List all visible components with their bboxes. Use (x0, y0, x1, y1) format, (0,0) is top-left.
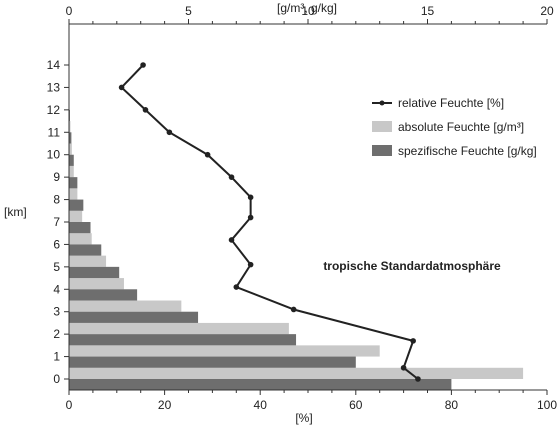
chart-annotation: tropische Standardatmosphäre (323, 259, 501, 273)
y-tick-label: 2 (53, 327, 60, 341)
legend: relative Feuchte [%] absolute Feuchte [g… (372, 96, 537, 158)
bar-absolute-humidity (69, 367, 524, 379)
y-tick-label: 0 (53, 372, 60, 386)
legend-label-relative: relative Feuchte [%] (398, 96, 504, 110)
y-tick-label: 10 (47, 148, 61, 162)
relative-humidity-point (400, 364, 407, 371)
relative-humidity-point (247, 214, 254, 221)
y-tick-label: 12 (47, 103, 61, 117)
bar-absolute-humidity (69, 188, 78, 200)
top-tick-label: 15 (421, 4, 435, 18)
top-tick-label: 10 (301, 4, 315, 18)
relative-humidity-point (247, 194, 254, 201)
y-tick-label: 8 (53, 193, 60, 207)
relative-humidity-point (410, 338, 416, 344)
bar-absolute-humidity (69, 143, 72, 155)
relative-humidity-point (415, 376, 421, 382)
legend-swatch-absolute (372, 121, 392, 132)
relative-humidity-point (140, 62, 146, 68)
bar-specific-humidity (69, 132, 72, 144)
relative-humidity-point (118, 84, 125, 91)
legend-label-absolute: absolute Feuchte [g/m³] (398, 120, 524, 134)
bar-group (69, 98, 524, 391)
relative-humidity-point (228, 237, 235, 243)
y-tick-label: 6 (53, 237, 60, 251)
bottom-tick-label: 40 (254, 398, 268, 412)
bar-specific-humidity (69, 289, 138, 301)
bottom-tick-label: 20 (158, 398, 172, 412)
top-ticks: 0 5 10 15 20 (66, 4, 554, 24)
y-tick-label: 14 (47, 58, 61, 72)
bar-specific-humidity (69, 311, 199, 323)
y-tick-label: 9 (53, 170, 60, 184)
y-tick-label: 13 (47, 80, 61, 94)
bar-absolute-humidity (69, 165, 74, 178)
relative-humidity-line-group (118, 62, 421, 382)
y-tick-label: 4 (53, 282, 60, 296)
y-tick-label: 7 (53, 215, 60, 229)
bottom-tick-label: 80 (445, 398, 459, 412)
legend-swatch-specific (372, 145, 392, 156)
bar-absolute-humidity (69, 278, 124, 290)
top-tick-label: 0 (66, 4, 73, 18)
bottom-tick-label: 0 (66, 398, 73, 412)
bar-absolute-humidity (69, 233, 92, 245)
relative-humidity-point (247, 261, 254, 268)
bottom-axis-title: [%] (295, 411, 312, 425)
bar-specific-humidity (69, 177, 78, 189)
top-tick-label: 5 (185, 4, 192, 18)
bar-specific-humidity (69, 244, 102, 256)
bar-absolute-humidity (69, 121, 71, 133)
relative-humidity-point (233, 284, 240, 290)
bar-specific-humidity (69, 199, 84, 211)
bar-absolute-humidity (69, 300, 182, 312)
y-tick-label: 3 (53, 305, 60, 319)
bottom-ticks: 0 20 40 60 80 100 (66, 390, 557, 412)
y-tick-label: 5 (53, 260, 60, 274)
legend-line-marker (379, 100, 385, 106)
relative-humidity-point (166, 129, 173, 136)
bar-specific-humidity (69, 334, 297, 346)
bar-specific-humidity (69, 154, 74, 166)
bar-specific-humidity (69, 266, 120, 279)
relative-humidity-point (204, 151, 211, 158)
bar-specific-humidity (69, 379, 452, 391)
y-tick-label: 11 (48, 125, 61, 139)
legend-label-specific: spezifische Feuchte [g/kg] (398, 144, 537, 158)
relative-humidity-point (228, 174, 235, 180)
relative-humidity-point (290, 306, 297, 313)
top-axis-title: [g/m³, g/kg] (277, 1, 337, 15)
bar-absolute-humidity (69, 322, 289, 335)
bottom-tick-label: 100 (537, 398, 557, 412)
bar-absolute-humidity (69, 255, 107, 267)
bottom-tick-label: 60 (349, 398, 363, 412)
y-tick-label: 1 (53, 350, 60, 364)
bar-specific-humidity (69, 356, 356, 368)
y-axis-title: [km] (4, 205, 27, 219)
top-tick-label: 20 (540, 4, 554, 18)
bar-specific-humidity (69, 222, 91, 234)
relative-humidity-point (142, 107, 149, 113)
bar-absolute-humidity (69, 210, 83, 222)
bar-absolute-humidity (69, 345, 380, 357)
